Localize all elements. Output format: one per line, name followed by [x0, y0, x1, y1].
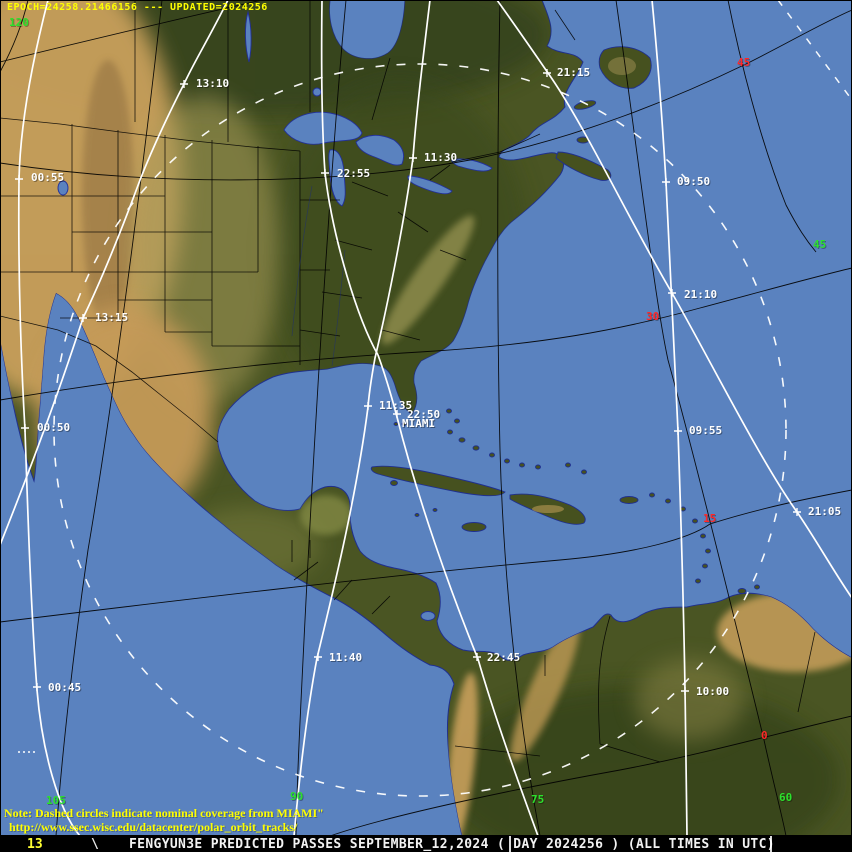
- pass-time-label: 09:50: [677, 175, 711, 188]
- state-country-borders: [0, 0, 816, 763]
- pass-time-label: 21:10: [684, 288, 718, 301]
- pass-time-label: 00:45: [48, 681, 82, 694]
- pass-time-label: 00:50: [37, 421, 71, 434]
- pass-count: 13: [27, 837, 43, 852]
- newfoundland-highland-tint: [608, 57, 636, 75]
- lake-nipigon: [312, 87, 322, 97]
- pass-time-label: 21:05: [808, 505, 842, 518]
- island-cuba: [370, 465, 506, 497]
- latitude-label: 45: [737, 56, 751, 69]
- latitude-label: 30: [646, 310, 660, 323]
- pass-time-label: 22:50: [407, 408, 441, 421]
- pass-time-label: 11:40: [329, 651, 363, 664]
- meridian-105w: [55, 0, 163, 836]
- pass-time-label: 09:55: [689, 424, 723, 437]
- pass-time-label: 10:00: [696, 685, 730, 698]
- track-line-through-footer: [509, 836, 511, 852]
- dashed-track-corner: [777, 0, 852, 101]
- lake-huron: [355, 134, 405, 166]
- longitude-label: 60: [779, 791, 793, 804]
- track-1310-1315: [0, 0, 229, 546]
- island-anticosti: [573, 100, 597, 110]
- parallel-equator: [329, 715, 852, 836]
- pass-time-label: 22:55: [337, 167, 371, 180]
- coverage-note: Note: Dashed circles indicate nominal co…: [4, 806, 324, 820]
- longitude-label: 120: [9, 16, 29, 29]
- islands-lesser-antilles: [649, 492, 760, 594]
- longitude-label: 45: [813, 238, 827, 251]
- parallel-45n: [0, 9, 852, 181]
- pass-time-label: 11:35: [379, 399, 413, 412]
- city-label-miami: MIAMI: [402, 417, 436, 430]
- epoch-updated-text: EPOCH=24258.21466156 --- UPDATED=2024256: [7, 2, 268, 13]
- parallel-60n: [0, 0, 263, 63]
- track-2255-2245: [320, 0, 539, 836]
- pass-time-label: 13:10: [196, 77, 230, 90]
- meridian-75w: [497, 0, 541, 836]
- islands-bahamas: [446, 408, 587, 475]
- meridian-90w: [295, 0, 347, 836]
- lake-nicaragua: [420, 611, 436, 621]
- pass-time-label: 13:15: [95, 311, 129, 324]
- coverage-circle-dashed: [53, 63, 787, 797]
- pass-time-label: 22:45: [487, 651, 521, 664]
- island-isla-juventud: [390, 480, 398, 486]
- track-1130-1140: [293, 0, 431, 836]
- longitude-label: 90: [290, 790, 304, 803]
- meridian-60w: [615, 0, 787, 836]
- islands-florida-keys: [393, 422, 438, 517]
- tracks-url: http://www.ssec.wisc.edu/datacenter/pola…: [9, 820, 298, 834]
- latitude-label: 0: [761, 729, 768, 742]
- footer-bar: 13 \ FENGYUN3E PREDICTED PASSES SEPTEMBE…: [0, 836, 852, 852]
- longitude-label: 75: [531, 793, 545, 806]
- parallel-30n: [0, 267, 852, 401]
- parallel-15n: [0, 489, 852, 623]
- lake-winnipeg: [245, 10, 252, 63]
- latitude-label: 15: [703, 512, 717, 525]
- pass-time-label: 21:15: [557, 66, 591, 79]
- track-line-through-footer: [770, 836, 772, 852]
- footer-title: FENGYUN3E PREDICTED PASSES SEPTEMBER_12,…: [129, 837, 775, 852]
- great-salt-lake: [57, 180, 69, 196]
- longitude-label: 105: [46, 794, 66, 807]
- footer-separator: \: [91, 837, 99, 852]
- pass-tick-marks: [15, 69, 801, 695]
- island-jamaica: [461, 522, 487, 532]
- pass-time-label: 00:55: [31, 171, 65, 184]
- island-puerto-rico: [619, 496, 639, 504]
- meridian-45w: [727, 0, 817, 253]
- hispaniola-highland-tint: [532, 505, 564, 513]
- meridian-120w: [0, 0, 29, 73]
- pass-time-label: 11:30: [424, 151, 458, 164]
- great-lakes: [57, 10, 493, 621]
